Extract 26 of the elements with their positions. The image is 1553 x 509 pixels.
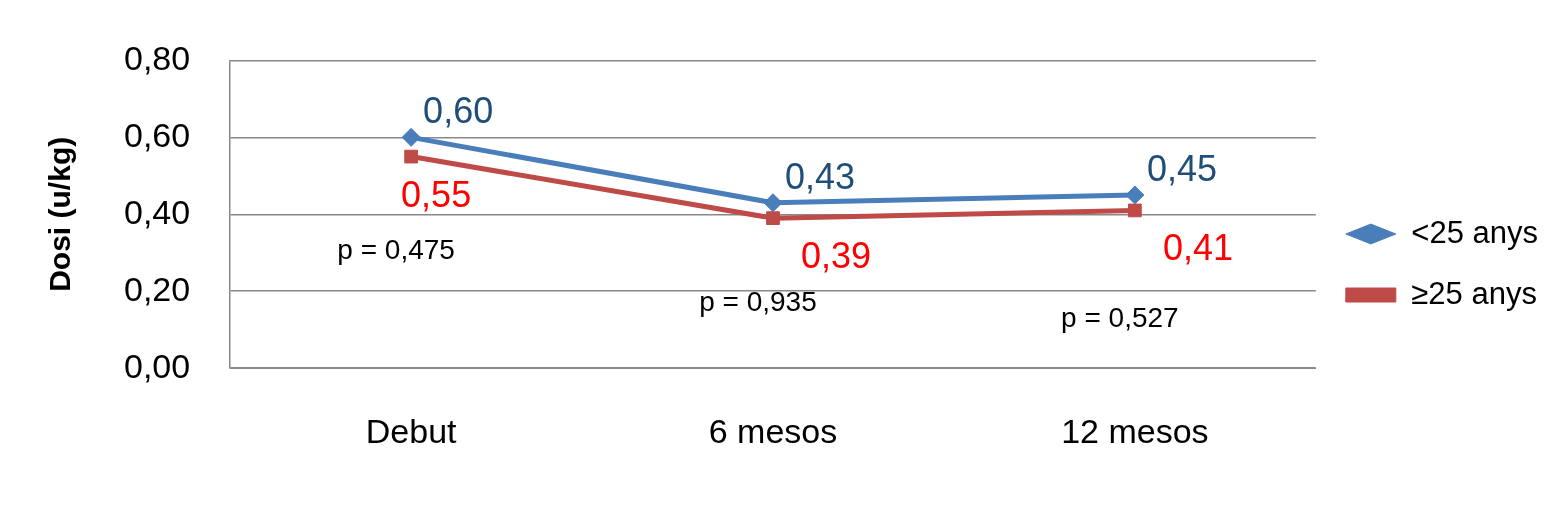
y-tick-label: 0,60	[123, 115, 191, 154]
annotation: p = 0,935	[699, 286, 817, 318]
annotation: p = 0,527	[1061, 301, 1179, 333]
data-label: 0,45	[1146, 147, 1217, 189]
data-label: 0,60	[423, 90, 494, 132]
x-tick-label: 12 mesos	[1061, 411, 1209, 450]
x-tick-label: 6 mesos	[708, 411, 838, 450]
y-axis-title: Dosi (u/kg)	[43, 136, 77, 292]
annotation: p = 0,475	[337, 233, 455, 265]
point	[766, 211, 780, 226]
point	[404, 149, 418, 164]
point	[1128, 203, 1142, 218]
legend-label: <25 anys	[1411, 214, 1539, 250]
legend-label: ≥25 anys	[1411, 275, 1537, 311]
x-tick-label: Debut	[365, 411, 458, 450]
y-tick-label: 0,00	[123, 346, 191, 385]
data-label: 0,43	[785, 155, 856, 197]
point	[763, 193, 783, 213]
data-label: 0,55	[401, 173, 472, 215]
data-label: 0,39	[801, 235, 872, 277]
point	[1125, 185, 1145, 205]
y-tick-label: 0,20	[123, 269, 191, 308]
point	[401, 127, 421, 147]
data-label: 0,41	[1162, 227, 1233, 269]
y-tick-label: 0,40	[123, 192, 191, 231]
y-tick-label: 0,80	[123, 38, 191, 77]
